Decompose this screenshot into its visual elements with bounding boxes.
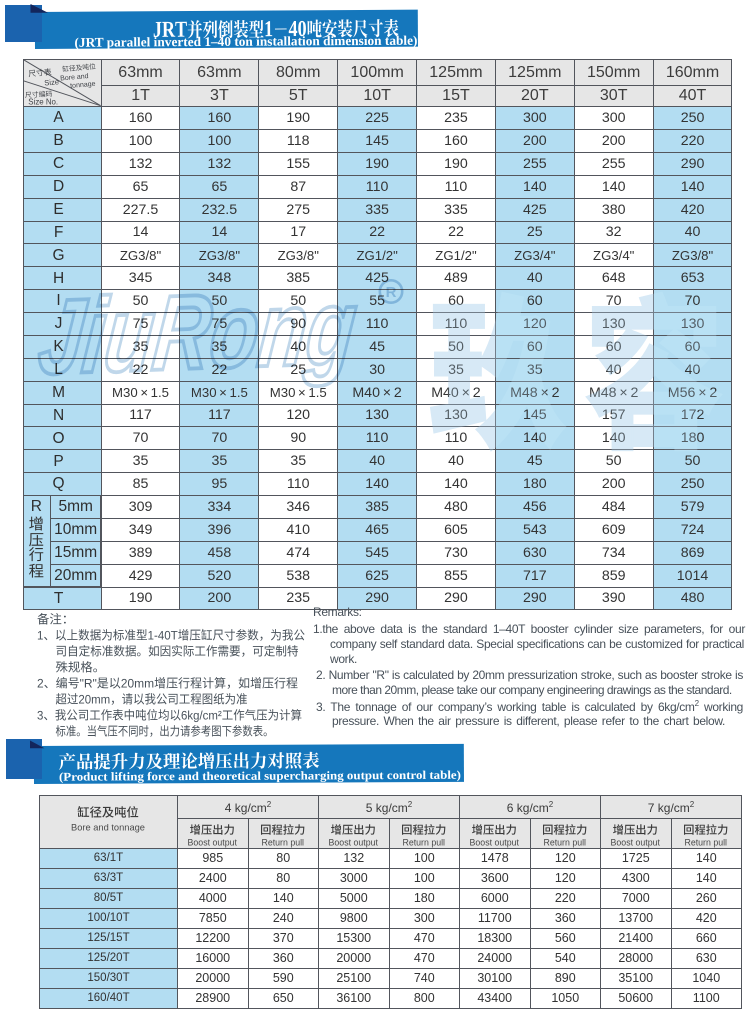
svg-text:(JRT parallel inverted 1–40 to: (JRT parallel inverted 1–40 ton installa… <box>74 33 417 50</box>
svg-text:(Product lifting force and the: (Product lifting force and theoretical s… <box>59 768 461 784</box>
